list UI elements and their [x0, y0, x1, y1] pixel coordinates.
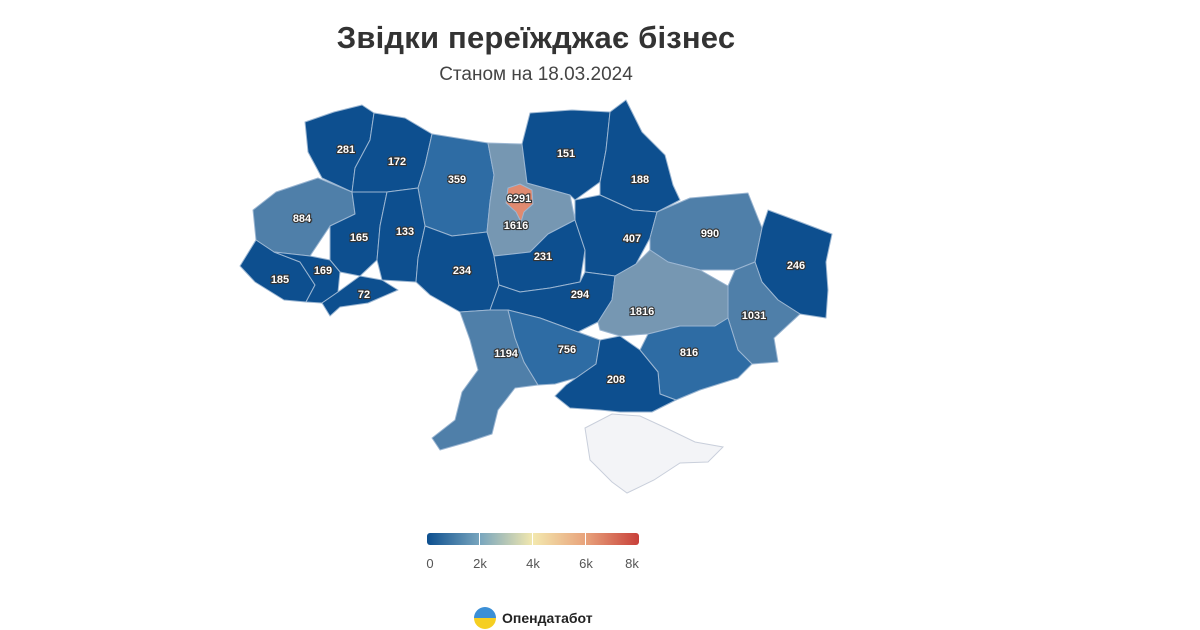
region-value-label: 188 — [631, 174, 649, 186]
color-scale-legend — [427, 533, 639, 545]
region-value-label: 72 — [358, 289, 370, 301]
region-value-label: 234 — [453, 265, 472, 277]
legend-separator — [479, 533, 480, 545]
region-value-label: 231 — [534, 251, 552, 263]
region-value-label: 1816 — [630, 306, 654, 318]
region-value-label: 1194 — [494, 348, 519, 360]
region-value-label: 407 — [623, 233, 641, 245]
region-value-label: 151 — [557, 148, 575, 160]
region-value-label: 359 — [448, 174, 466, 186]
region-value-label: 165 — [350, 232, 368, 244]
region-value-label: 281 — [337, 144, 355, 156]
region-sumy — [599, 99, 681, 213]
region-value-label: 172 — [388, 156, 406, 168]
region-value-label: 756 — [558, 344, 576, 356]
region-value-label: 816 — [680, 347, 698, 359]
legend-tick: 0 — [426, 556, 434, 571]
region-value-label: 133 — [396, 226, 414, 238]
region-value-label: 6291 — [507, 193, 531, 205]
legend-separator — [532, 533, 533, 545]
region-donetsk — [727, 261, 801, 365]
legend-tick: 2k — [473, 556, 487, 571]
region-kyiv-city — [505, 183, 534, 223]
legend-separator — [585, 533, 586, 545]
region-chernivtsi — [321, 275, 399, 317]
region-value-label: 185 — [271, 274, 289, 286]
opendatabot-logo-icon — [474, 607, 496, 629]
region-value-label: 246 — [787, 260, 805, 272]
region-value-label: 294 — [571, 289, 590, 301]
legend-tick: 4k — [526, 556, 540, 571]
map-title: Звідки переїжджає бізнес — [336, 20, 736, 55]
region-value-label: 1031 — [742, 310, 766, 322]
region-crimea — [584, 413, 725, 494]
legend-tick: 8k — [625, 556, 639, 571]
region-value-label: 1616 — [504, 220, 528, 232]
brand: Опендатабот — [474, 606, 593, 630]
region-value-label: 208 — [607, 374, 625, 386]
region-value-label: 169 — [314, 265, 332, 277]
brand-name: Опендатабот — [502, 610, 593, 626]
region-value-labels: 281 172 359 6291 1616 151 188 884 165 133 407 990 24… — [270, 143, 807, 387]
map-subtitle: Станом на 18.03.2024 — [439, 64, 633, 85]
legend-tick: 6k — [579, 556, 593, 571]
region-kherson — [554, 335, 677, 413]
region-value-label: 884 — [293, 213, 312, 225]
region-value-label: 990 — [701, 228, 719, 240]
